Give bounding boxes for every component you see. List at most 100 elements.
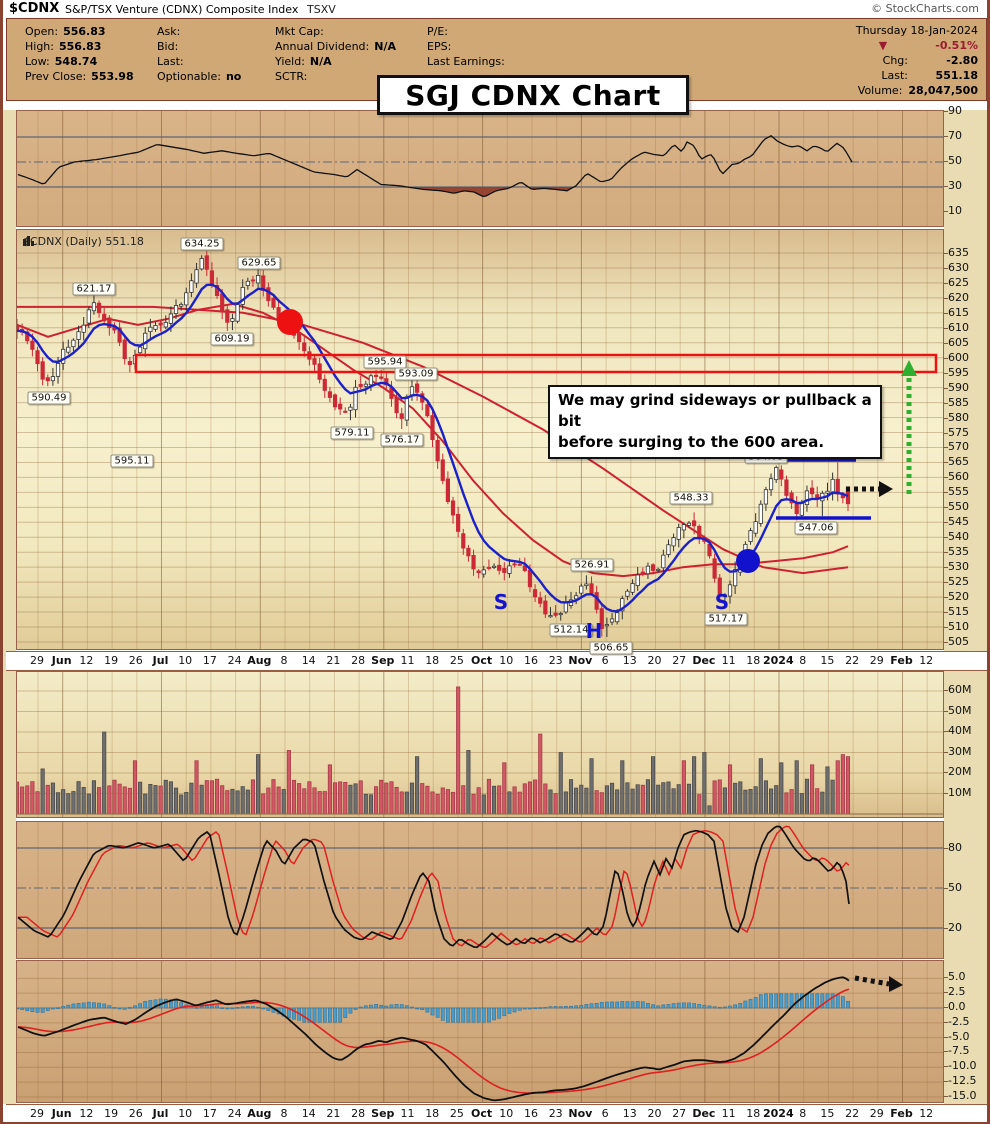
x-tick-label: 21	[326, 654, 341, 667]
x-tick-label: 20	[647, 654, 662, 667]
axis-label: 580	[948, 410, 969, 424]
chart-title-annotation: SGJ CDNX Chart	[377, 75, 689, 115]
volume-value: 28,047,500	[908, 84, 978, 97]
x-tick-label: 17	[202, 1107, 217, 1120]
x-tick-label: 23	[548, 1107, 563, 1120]
axis-label: 50	[948, 880, 962, 894]
axis-label: 525	[948, 575, 969, 589]
price-callout: 576.17	[380, 433, 424, 447]
quote-field-value: N/A	[374, 40, 396, 53]
quote-field-value: 553.98	[91, 70, 134, 83]
quote-field-label: Optionable:	[157, 70, 221, 83]
quote-field-label: Ask:	[157, 25, 181, 38]
x-tick-label: 24	[227, 1107, 242, 1120]
axis-label: -7.5	[948, 1044, 970, 1058]
analyst-note: We may grind sideways or pullback a bit …	[548, 385, 882, 459]
x-tick-label: Nov	[568, 1107, 593, 1120]
x-tick-label: 14	[301, 1107, 316, 1120]
quote-summary: Thursday 18-Jan-2024 ▼ -0.51% Chg: -2.80 …	[856, 23, 978, 98]
axis-label: 30M	[948, 744, 972, 758]
quote-field-label: Yield:	[275, 55, 305, 68]
axis-label: 50M	[948, 703, 972, 717]
price-callout: 579.11	[330, 426, 374, 440]
x-tick-label: Dec	[692, 1107, 716, 1120]
axis-label: 20	[948, 920, 962, 934]
x-axis-top: 29 Jun 12 19 26 Jul 10 17 24 Aug 8 14 21 28 Sep 11 18 25 O…	[6, 651, 987, 671]
x-tick-label: 19	[104, 654, 119, 667]
head-shoulders-marker: S	[714, 590, 730, 614]
quote-date: Thursday 18-Jan-2024	[855, 24, 978, 37]
down-triangle-icon: ▼	[878, 39, 888, 52]
copyright-link[interactable]: © StockCharts.com	[871, 2, 979, 15]
axis-tick	[944, 507, 948, 509]
rsi-panel[interactable]	[16, 110, 944, 227]
macd-plot	[17, 961, 943, 1102]
x-tick-label: 18	[425, 1107, 440, 1120]
x-tick-label: 29	[30, 1107, 44, 1120]
x-tick-label: 28	[351, 1107, 366, 1120]
percent-change: -0.51%	[935, 39, 978, 52]
x-tick-label: 22	[845, 1107, 860, 1120]
axis-tick	[944, 357, 948, 359]
volume-label: Volume:	[857, 84, 903, 97]
quote-field-label: Mkt Cap:	[275, 25, 324, 38]
macd-panel[interactable]	[16, 960, 944, 1103]
price-callout: 526.91	[570, 558, 614, 572]
price-callout: 595.94	[363, 355, 407, 369]
axis-tick	[944, 462, 948, 464]
axis-label: 80	[948, 841, 962, 854]
quote-column: Open: 556.83 High: 556.83 Low: 548.74 Prev Clo…	[25, 24, 134, 84]
x-tick-label: 10	[178, 654, 193, 667]
axis-tick	[944, 186, 948, 187]
volume-panel[interactable]	[16, 671, 944, 818]
index-name: S&P/TSX Venture (CDNX) Composite Index	[65, 3, 299, 16]
x-tick-label: 26	[128, 1107, 143, 1120]
stochastic-panel[interactable]	[16, 821, 944, 959]
x-tick-label: 23	[548, 654, 563, 667]
left-gutter	[3, 110, 16, 1104]
axis-label: 90	[948, 104, 962, 117]
x-tick-label: 29	[869, 1107, 884, 1120]
axis-tick	[944, 1007, 948, 1008]
x-tick-label: Aug	[247, 654, 272, 667]
x-tick-label: 8	[280, 1107, 288, 1120]
axis-label: 520	[948, 590, 969, 604]
x-tick-label: Nov	[568, 654, 593, 667]
x-tick-label: 20	[647, 1107, 662, 1120]
axis-tick	[944, 477, 948, 479]
chg-value: -2.80	[946, 54, 978, 67]
axis-tick	[944, 772, 948, 773]
quote-field-label: Prev Close:	[25, 70, 87, 83]
x-tick-label: Dec	[692, 654, 716, 667]
axis-label: 30	[948, 179, 962, 192]
price-callout: 506.65	[589, 641, 633, 655]
axis-tick	[944, 282, 948, 284]
x-tick-label: 2024	[763, 654, 794, 667]
axis-tick	[944, 432, 948, 434]
axis-tick	[944, 597, 948, 599]
quote-field-value: N/A	[309, 55, 332, 68]
chart-series-label: $CDNX (Daily) 551.18	[23, 235, 144, 248]
quote-field-value: 548.74	[54, 55, 98, 68]
x-tick-label: 12	[919, 1107, 934, 1120]
axis-tick	[944, 387, 948, 389]
x-tick-label: Aug	[247, 1107, 272, 1120]
axis-label: 530	[948, 560, 969, 574]
header: $CDNX S&P/TSX Venture (CDNX) Composite I…	[3, 0, 987, 17]
x-tick-label: 12	[919, 654, 934, 667]
axis-label: 60M	[948, 683, 972, 696]
axis-label: 635	[948, 246, 969, 259]
axis-tick	[944, 327, 948, 329]
axis-tick	[944, 1081, 948, 1083]
axis-label: 620	[948, 290, 969, 304]
axis-label: 535	[948, 545, 969, 559]
axis-label: 560	[948, 470, 969, 484]
quote-field-label: Annual Dividend:	[275, 40, 370, 53]
x-tick-label: Feb	[890, 1107, 913, 1120]
axis-tick	[944, 342, 948, 344]
x-tick-label: 28	[351, 654, 366, 667]
axis-tick	[944, 552, 948, 554]
axis-tick	[944, 641, 948, 643]
bottom-border	[3, 1122, 987, 1124]
